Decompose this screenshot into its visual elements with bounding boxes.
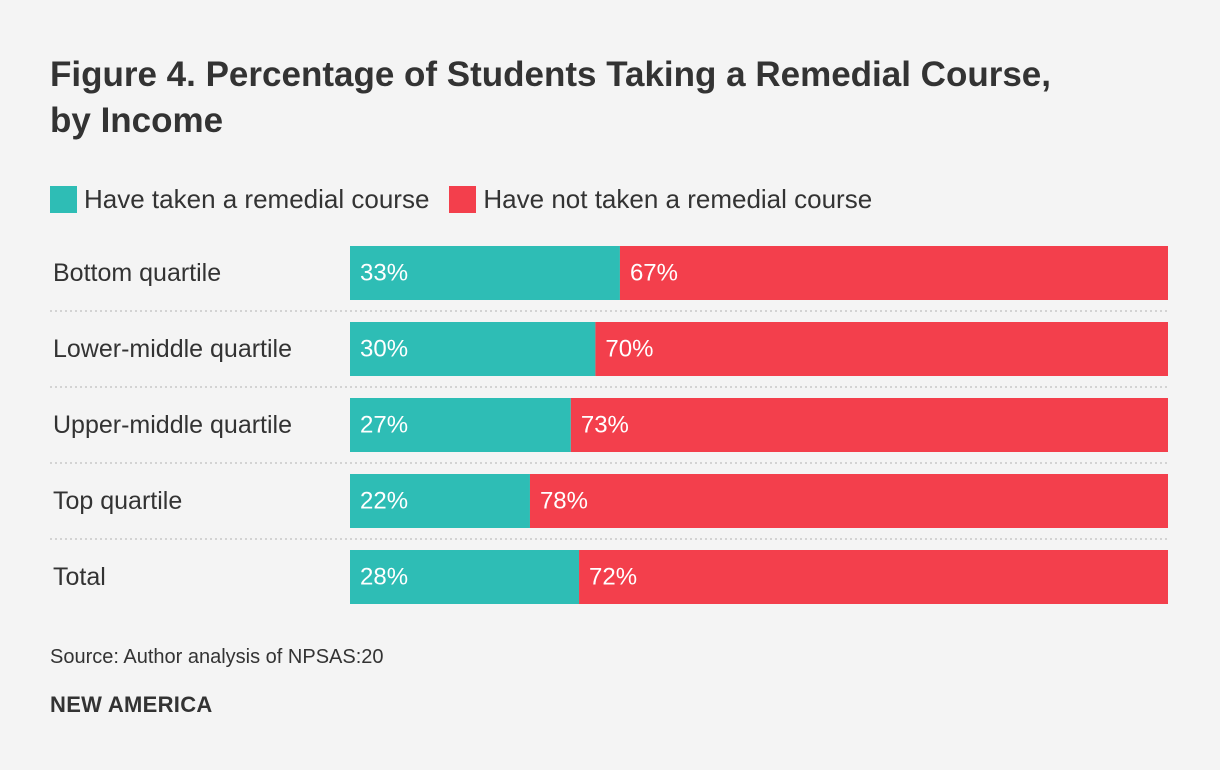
- bar-segment-taken: [350, 322, 596, 376]
- bar-row: Bottom quartile 33% 67%: [53, 246, 1168, 300]
- data-label-not-taken: 70%: [605, 336, 653, 363]
- category-label: Top quartile: [53, 487, 182, 515]
- chart-title-line-1: Figure 4. Percentage of Students Taking …: [50, 55, 1051, 94]
- stacked-bar-chart: Bottom quartile 33% 67% Lower-middle quarti…: [50, 246, 1168, 604]
- source-note: Source: Author analysis of NPSAS:20: [50, 646, 384, 668]
- bar-segment-not-taken: [529, 474, 1168, 528]
- data-label-taken: 22%: [360, 488, 408, 515]
- data-label-not-taken: 72%: [589, 564, 637, 591]
- data-label-not-taken: 67%: [630, 260, 678, 287]
- bar-segment-not-taken: [570, 398, 1168, 452]
- brand-logo-text: NEW AMERICA: [50, 692, 213, 717]
- legend-item-taken: Have taken a remedial course: [50, 184, 429, 215]
- data-label-not-taken: 73%: [581, 412, 629, 439]
- chart-title-line-2: by Income: [50, 101, 224, 140]
- bar-segment-not-taken: [579, 550, 1168, 604]
- legend-swatch-taken: [50, 185, 77, 213]
- bar-segment-taken: [350, 550, 580, 604]
- legend-label-taken: Have taken a remedial course: [84, 183, 430, 214]
- legend-swatch-not-taken: [449, 185, 477, 213]
- data-label-taken: 33%: [360, 260, 408, 287]
- bar-row: Top quartile 22% 78%: [53, 474, 1168, 528]
- bar-row: Upper-middle quartile 27% 73%: [53, 398, 1168, 452]
- bar-row: Lower-middle quartile 30% 70%: [53, 322, 1168, 376]
- chart-title: Figure 4. Percentage of Students Taking …: [50, 52, 1170, 144]
- data-label-taken: 28%: [360, 564, 408, 591]
- data-label-taken: 30%: [360, 336, 408, 363]
- legend-label-not-taken: Have not taken a remedial course: [483, 183, 873, 214]
- bar-row: Total 28% 72%: [53, 550, 1168, 604]
- category-label: Bottom quartile: [53, 259, 221, 287]
- legend-item-not-taken: Have not taken a remedial course: [449, 184, 872, 215]
- category-label: Upper-middle quartile: [53, 411, 292, 439]
- data-label-not-taken: 78%: [540, 488, 588, 515]
- data-label-taken: 27%: [360, 412, 408, 439]
- bar-segment-not-taken: [619, 246, 1168, 300]
- category-label: Total: [53, 563, 106, 591]
- bar-segment-taken: [350, 246, 620, 300]
- bar-segment-not-taken: [595, 322, 1168, 376]
- bar-segment-taken: [350, 474, 530, 528]
- chart-legend: Have taken a remedial course Have not ta…: [50, 184, 892, 214]
- bar-segment-taken: [350, 398, 571, 452]
- category-label: Lower-middle quartile: [53, 335, 292, 363]
